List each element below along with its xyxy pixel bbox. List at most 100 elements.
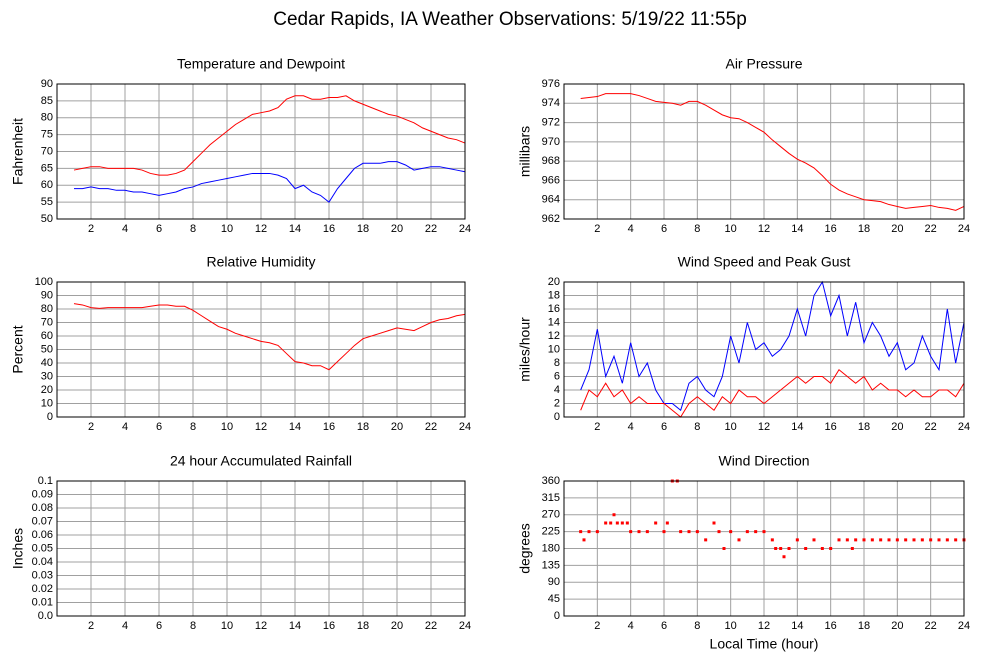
y-tick-label: 85 — [41, 95, 53, 107]
x-tick-label: 12 — [758, 620, 770, 632]
data-point — [745, 530, 749, 534]
y-tick-label: 50 — [41, 343, 53, 355]
x-tick-label: 12 — [758, 421, 770, 433]
y-tick-label: 90 — [41, 78, 53, 90]
data-point — [787, 547, 791, 550]
y-tick-label: 968 — [542, 155, 560, 167]
data-point — [754, 530, 758, 534]
chart-title: Wind Speed and Peak Gust — [678, 254, 851, 270]
data-point — [795, 538, 799, 542]
y-tick-label: 70 — [41, 316, 53, 328]
data-point — [895, 538, 899, 542]
plot-frame — [56, 480, 466, 617]
x-tick-label: 20 — [391, 223, 403, 235]
x-tick-label: 20 — [391, 620, 403, 632]
x-tick-label: 16 — [323, 620, 335, 632]
data-point — [717, 530, 721, 534]
y-tick-label: 0.03 — [32, 569, 53, 581]
y-tick-label: 972 — [542, 116, 560, 128]
y-tick-label: 80 — [41, 303, 53, 315]
y-tick-label: 0.02 — [32, 583, 53, 595]
chart-panel: Wind Direction degrees Local Time (hour) 0 4… — [517, 453, 970, 652]
y-tick-label: 0.0 — [38, 610, 53, 622]
x-tick-label: 4 — [122, 421, 128, 433]
data-point — [779, 547, 783, 550]
x-tick-label: 18 — [858, 620, 870, 632]
y-tick-label: 45 — [548, 593, 560, 605]
x-tick-label: 20 — [891, 620, 903, 632]
chart-title: Relative Humidity — [207, 254, 316, 270]
x-tick-label: 22 — [425, 620, 437, 632]
x-tick-label: 18 — [357, 620, 369, 632]
y-tick-label: 974 — [542, 97, 560, 109]
y-axis-label: degrees — [517, 523, 533, 574]
data-point — [625, 521, 629, 525]
data-point — [595, 530, 599, 534]
y-tick-label: 16 — [548, 303, 560, 315]
x-tick-label: 20 — [391, 421, 403, 433]
y-tick-label: 0.05 — [32, 542, 53, 554]
y-tick-label: 2 — [554, 397, 560, 409]
x-tick-label: 8 — [190, 421, 196, 433]
chart-panel: 24 hour Accumulated Rainfall Inches 0.0 0.0… — [10, 453, 471, 632]
data-point — [729, 530, 733, 534]
y-tick-label: 0.01 — [32, 596, 53, 608]
data-point — [662, 530, 666, 534]
y-tick-label: 0 — [554, 610, 560, 622]
y-tick-label: 0.06 — [32, 529, 53, 541]
x-tick-label: 2 — [594, 421, 600, 433]
data-point — [854, 538, 858, 542]
x-tick-label: 12 — [255, 620, 267, 632]
x-tick-label: 4 — [122, 223, 128, 235]
data-point — [804, 547, 808, 550]
x-tick-label: 6 — [661, 223, 667, 235]
chart-title: Air Pressure — [725, 56, 802, 72]
data-point — [654, 521, 658, 525]
y-tick-label: 50 — [41, 213, 53, 225]
y-tick-label: 18 — [548, 289, 560, 301]
x-tick-label: 22 — [925, 223, 937, 235]
data-point — [687, 530, 691, 534]
y-tick-label: 0.09 — [32, 488, 53, 500]
data-point — [850, 547, 854, 550]
data-point — [645, 530, 649, 534]
data-point — [929, 538, 933, 542]
y-tick-label: 10 — [41, 397, 53, 409]
y-tick-label: 966 — [542, 174, 560, 186]
x-tick-label: 24 — [459, 223, 471, 235]
x-tick-label: 2 — [88, 421, 94, 433]
x-tick-label: 12 — [255, 223, 267, 235]
data-point — [904, 538, 908, 542]
data-point — [920, 538, 924, 542]
y-tick-label: 60 — [41, 330, 53, 342]
x-tick-label: 18 — [858, 421, 870, 433]
x-tick-label: 8 — [694, 223, 700, 235]
data-point — [829, 547, 833, 550]
y-tick-label: 80 — [41, 112, 53, 124]
data-point — [774, 547, 778, 550]
x-tick-label: 14 — [791, 620, 803, 632]
y-axis-label: millibars — [517, 126, 533, 177]
y-tick-label: 90 — [548, 576, 560, 588]
x-axis-label: Local Time (hour) — [710, 636, 819, 652]
x-tick-label: 10 — [725, 620, 737, 632]
data-point — [887, 538, 891, 542]
data-point — [862, 538, 866, 542]
x-tick-label: 16 — [825, 223, 837, 235]
data-point — [954, 538, 958, 542]
x-tick-label: 14 — [791, 223, 803, 235]
data-point — [620, 521, 624, 525]
x-tick-label: 14 — [289, 620, 301, 632]
data-point — [812, 538, 816, 542]
data-line — [580, 93, 965, 211]
y-tick-label: 0.07 — [32, 515, 53, 527]
x-tick-label: 24 — [958, 421, 970, 433]
data-line — [580, 369, 965, 418]
data-point — [782, 555, 786, 559]
data-point — [879, 538, 883, 542]
chart-title: 24 hour Accumulated Rainfall — [170, 453, 352, 469]
x-tick-label: 18 — [858, 223, 870, 235]
data-point — [712, 521, 716, 525]
plot-frame — [563, 281, 965, 418]
y-tick-label: 0 — [47, 411, 53, 423]
